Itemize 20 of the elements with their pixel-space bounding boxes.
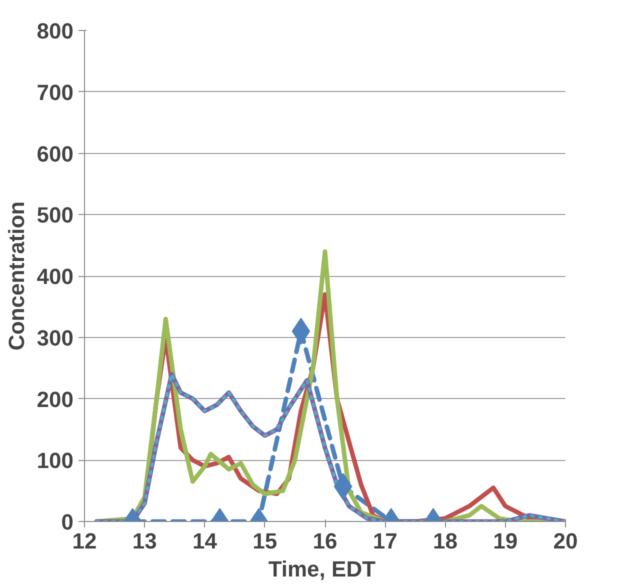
y-tick-label: 300 — [36, 325, 74, 350]
y-tick-label: 600 — [36, 141, 74, 166]
x-tick-label: 13 — [132, 528, 157, 554]
x-tick-label: 20 — [553, 528, 578, 554]
x-axis-title: Time, EDT — [268, 556, 376, 582]
x-tick-label: 15 — [252, 528, 278, 554]
y-tick-label: 700 — [36, 80, 74, 105]
y-tick-label: 0 — [61, 510, 74, 534]
x-tick-label: 18 — [433, 528, 458, 554]
x-tick-label: 16 — [312, 528, 338, 554]
x-tick-label: 19 — [493, 528, 518, 554]
y-tick-label: 400 — [36, 264, 74, 289]
x-tick-label: 14 — [192, 528, 218, 554]
x-tick-label: 17 — [372, 528, 398, 554]
x-tick-label: 12 — [72, 528, 97, 554]
y-tick-label: 200 — [36, 386, 74, 412]
y-tick-label: 500 — [36, 202, 74, 228]
y-axis-title: Concentration — [4, 201, 29, 351]
y-tick-label: 100 — [36, 448, 74, 474]
y-tick-label: 800 — [36, 18, 74, 44]
